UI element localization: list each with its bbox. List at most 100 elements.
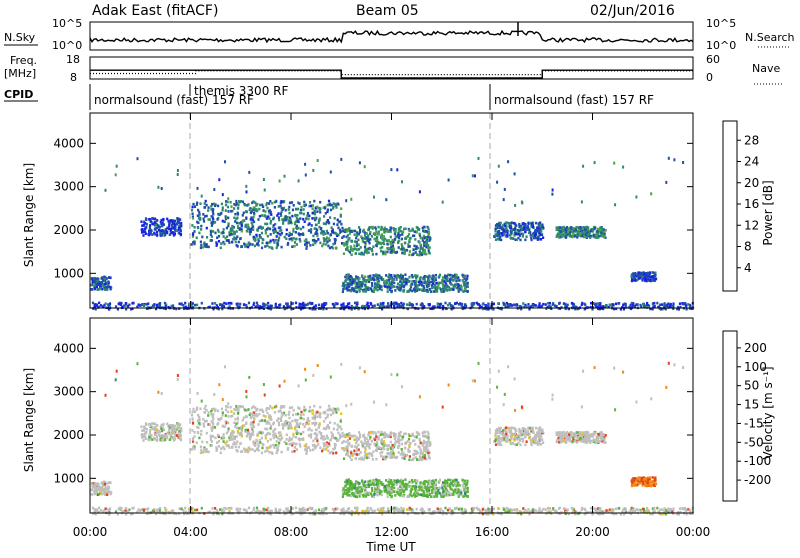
echo-cell xyxy=(245,429,247,432)
echo-cell xyxy=(247,429,249,432)
echo-cell xyxy=(422,432,424,435)
echo-cell xyxy=(323,237,325,240)
echo-cell xyxy=(276,419,278,422)
echo-cell xyxy=(409,245,411,248)
echo-cell xyxy=(191,429,193,432)
echo-cell xyxy=(378,485,380,488)
echo-cell xyxy=(377,241,379,244)
echo-cell xyxy=(422,281,424,284)
echo-cell xyxy=(104,283,106,286)
echo-cell xyxy=(208,246,210,249)
echo-cell xyxy=(216,243,218,246)
echo-cell xyxy=(288,439,290,442)
echo-cell xyxy=(227,411,229,414)
echo-cell xyxy=(451,305,453,308)
nsky-series xyxy=(90,31,693,42)
echo-cell xyxy=(361,274,363,277)
echo-cell xyxy=(437,284,439,287)
echo-cell xyxy=(574,235,576,238)
echo-cell xyxy=(429,442,431,445)
echo-cell xyxy=(382,447,384,450)
echo-cell xyxy=(345,199,347,202)
echo-cell xyxy=(458,495,460,498)
echo-cell xyxy=(241,245,243,248)
echo-cell xyxy=(261,452,263,455)
echo-cell xyxy=(341,432,343,435)
echo-cell xyxy=(308,434,310,437)
echo-cell xyxy=(346,247,348,250)
echo-cell xyxy=(213,408,215,411)
echo-cell xyxy=(203,220,205,223)
echo-cell xyxy=(651,279,653,282)
echo-cell xyxy=(229,302,231,305)
echo-cell xyxy=(293,245,295,248)
echo-cell xyxy=(352,483,354,486)
echo-cell xyxy=(449,479,451,482)
echo-cell xyxy=(332,229,334,232)
echo-cell xyxy=(605,229,607,232)
echo-cell xyxy=(207,414,209,417)
echo-cell xyxy=(312,207,314,210)
echo-cell xyxy=(248,171,250,174)
echo-cell xyxy=(281,218,283,221)
echo-cell xyxy=(383,436,385,439)
echo-cell xyxy=(237,418,239,421)
echo-cell xyxy=(612,303,614,306)
echo-cell xyxy=(472,174,474,177)
echo-cell xyxy=(668,157,670,160)
echo-cell xyxy=(137,157,139,160)
echo-cell xyxy=(342,230,344,233)
echo-cell xyxy=(497,232,499,235)
echo-cell xyxy=(317,238,319,241)
echo-cell xyxy=(424,442,426,445)
echo-cell xyxy=(346,494,348,497)
echo-cell xyxy=(221,408,223,411)
echo-cell xyxy=(208,451,210,454)
echo-cell xyxy=(614,203,616,206)
echo-cell xyxy=(212,416,214,419)
echo-cell xyxy=(554,305,556,308)
echo-cell xyxy=(388,452,390,455)
echo-cell xyxy=(358,253,360,256)
echo-cell xyxy=(413,245,415,248)
echo-cell xyxy=(432,483,434,486)
echo-cell xyxy=(567,231,569,234)
echo-cell xyxy=(350,495,352,498)
echo-cell xyxy=(377,233,379,236)
echo-cell xyxy=(261,232,263,235)
echo-cell xyxy=(392,484,394,487)
echo-cell xyxy=(342,495,344,498)
echo-cell xyxy=(225,302,227,305)
echo-cell xyxy=(241,224,243,227)
echo-cell xyxy=(344,492,346,495)
echo-cell xyxy=(356,447,358,450)
echo-cell xyxy=(246,435,248,438)
power-y-axis-label: Slant Range [km] xyxy=(22,163,36,267)
echo-cell xyxy=(528,229,530,232)
echo-cell xyxy=(267,235,269,238)
echo-cell xyxy=(159,304,161,307)
echo-cell xyxy=(406,495,408,498)
echo-cell xyxy=(462,279,464,282)
echo-cell xyxy=(401,453,403,456)
echo-cell xyxy=(422,251,424,254)
echo-cell xyxy=(232,431,234,434)
echo-cell xyxy=(303,418,305,421)
echo-cell xyxy=(201,195,203,198)
echo-cell xyxy=(335,247,337,250)
echo-cell xyxy=(214,232,216,235)
echo-cell xyxy=(442,276,444,279)
echo-cell xyxy=(401,180,403,183)
echo-cell xyxy=(394,443,396,446)
echo-cell xyxy=(378,431,380,434)
echo-cell xyxy=(244,409,246,412)
echo-cell xyxy=(388,279,390,282)
echo-cell xyxy=(310,410,312,413)
echo-cell xyxy=(464,275,466,278)
echo-cell xyxy=(538,222,540,225)
echo-cell xyxy=(201,441,203,444)
echo-cell xyxy=(237,206,239,209)
echo-cell xyxy=(222,436,224,439)
echo-cell xyxy=(340,223,342,226)
echo-cell xyxy=(321,437,323,440)
